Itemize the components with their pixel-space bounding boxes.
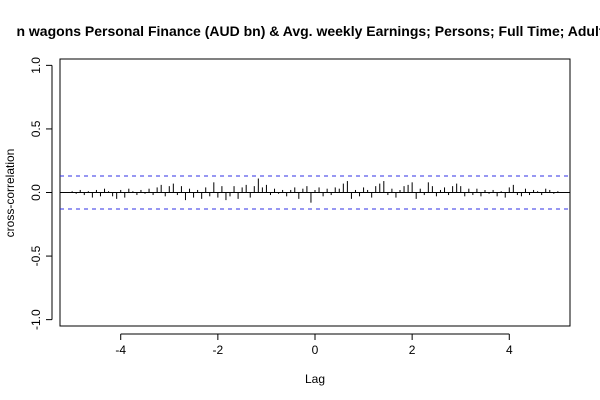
y-tick-label: -0.5 bbox=[29, 245, 43, 266]
y-tick-label: -1.0 bbox=[29, 309, 43, 330]
y-axis-label: cross-correlation bbox=[3, 149, 17, 238]
y-tick-label: 1.0 bbox=[29, 57, 43, 74]
correlation-bars bbox=[60, 178, 570, 203]
x-axis-label: Lag bbox=[305, 372, 325, 386]
x-tick-label: -2 bbox=[213, 343, 224, 357]
x-axis: -4 -2 0 2 4 bbox=[115, 333, 513, 357]
x-tick-label: 2 bbox=[409, 343, 416, 357]
x-tick-label: 0 bbox=[312, 343, 319, 357]
x-tick-label: 4 bbox=[506, 343, 513, 357]
y-tick-label: 0.5 bbox=[29, 120, 43, 137]
confidence-lines bbox=[60, 175, 570, 210]
chart-title: n wagons Personal Finance (AUD bn) & Avg… bbox=[16, 23, 600, 39]
x-tick-label: -4 bbox=[115, 343, 126, 357]
y-tick-label: 0.0 bbox=[29, 184, 43, 201]
y-axis: -1.0 -0.5 0.0 0.5 1.0 bbox=[29, 57, 53, 330]
